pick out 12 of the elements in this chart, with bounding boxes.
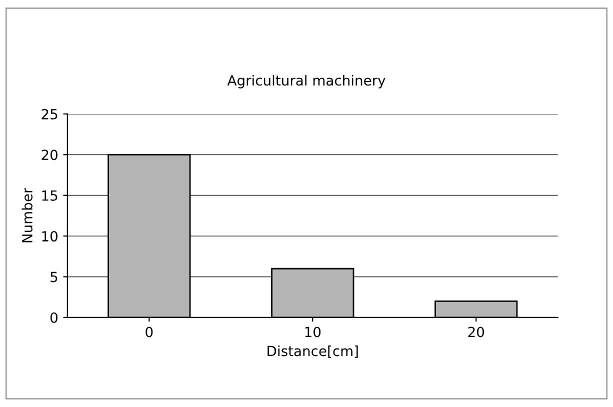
- x-tick-label: 0: [146, 326, 153, 338]
- y-tick-label: 10: [42, 231, 58, 242]
- y-tick-label: 25: [42, 108, 58, 120]
- y-tick-label: 5: [50, 272, 58, 282]
- x-axis-title: Distance[cm]: [268, 345, 358, 358]
- y-tick-label: 0: [50, 312, 58, 323]
- y-tick-label: 15: [42, 190, 58, 201]
- chart-title: Agricultural machinery: [227, 74, 386, 88]
- x-tick-label: 10: [305, 326, 321, 338]
- x-tick-label: 20: [468, 326, 484, 338]
- y-tick-label: 20: [42, 150, 58, 160]
- y-axis-title: Number: [22, 188, 32, 242]
